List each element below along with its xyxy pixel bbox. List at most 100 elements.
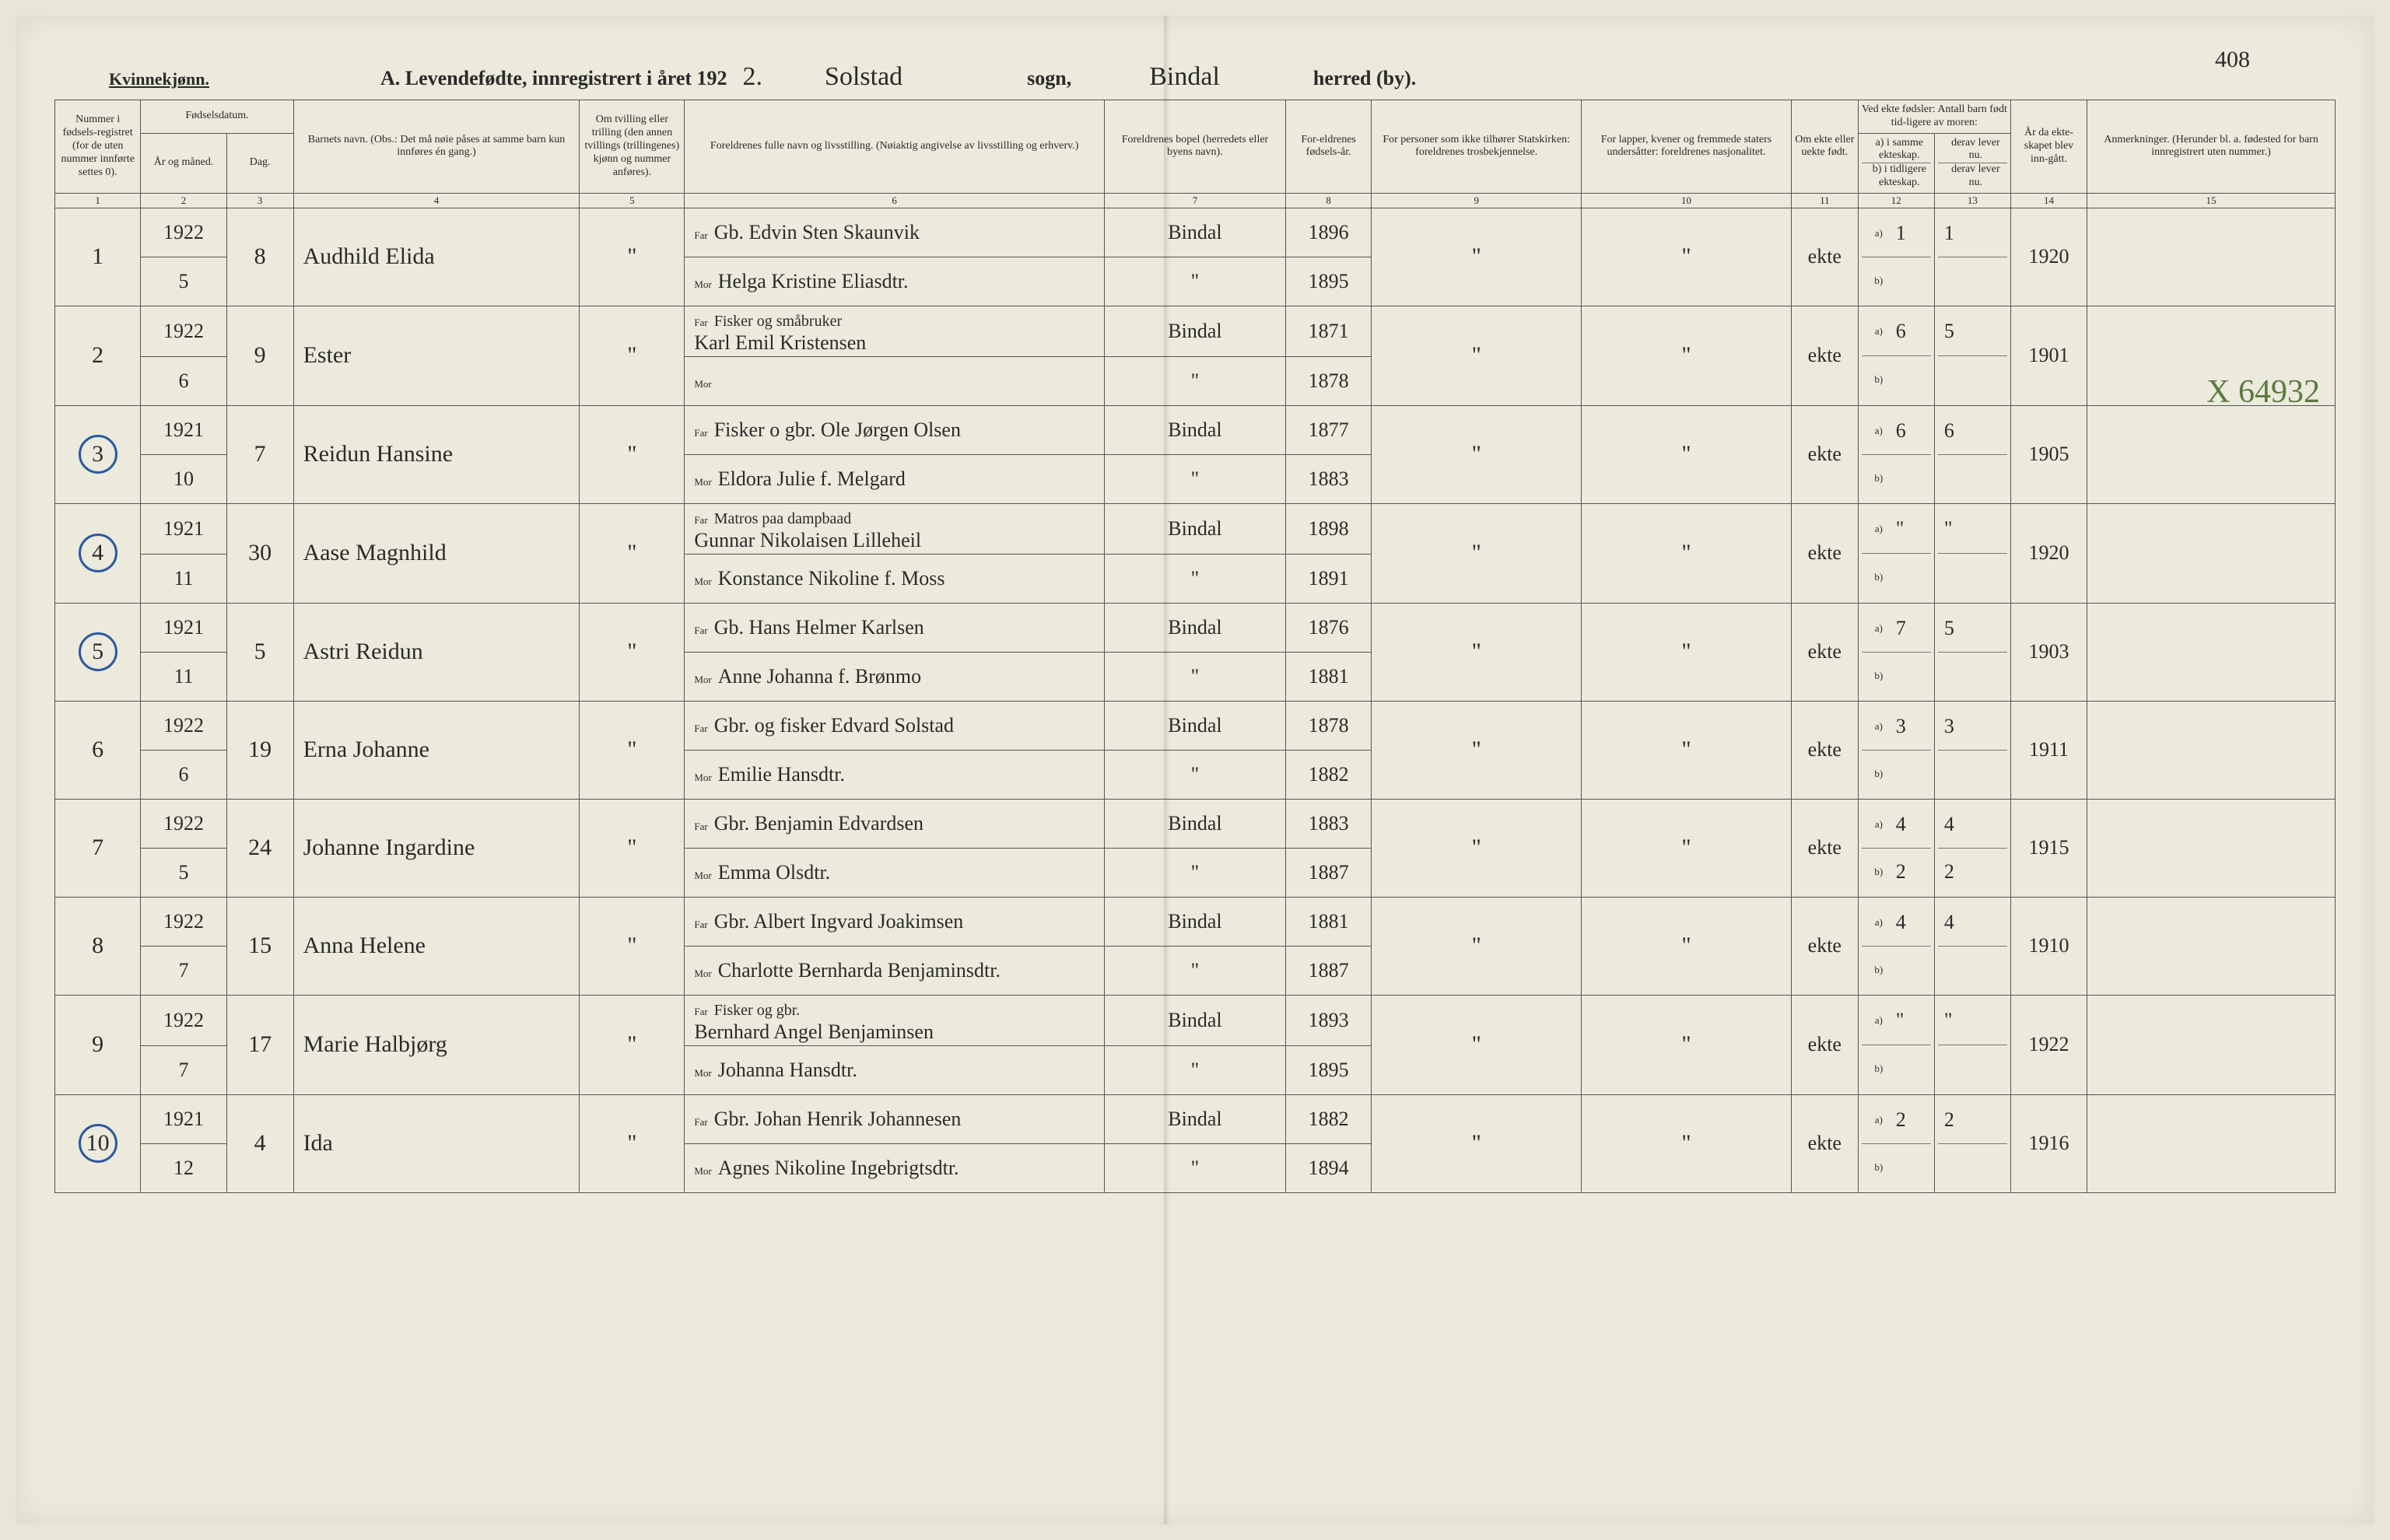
c13: 42 [1934,799,2010,897]
c11: ekte [1791,405,1858,503]
faar-far: 1881 [1285,897,1371,946]
mor-cell: MorEldora Julie f. Melgard [685,454,1105,503]
year-bot: 7 [141,946,226,995]
col-2b-header: Dag. [226,133,293,193]
table-row: 7192224Johanne Ingardine"FarGbr. Benjami… [55,799,2336,848]
colnum: 8 [1285,193,1371,208]
page-spine [1164,16,1170,1524]
faar-mor: 1891 [1285,554,1371,603]
c10: " [1582,701,1792,799]
bopel-mor: " [1104,1143,1285,1192]
table-body: 119228Audhild Elida"FarGb. Edvin Sten Sk… [55,208,2336,1192]
c9: " [1372,405,1582,503]
c15 [2087,405,2336,503]
year-top: 1921 [141,503,226,554]
bopel-far: Bindal [1104,799,1285,848]
year-bot: 10 [141,454,226,503]
bopel-mor: " [1104,946,1285,995]
sogn-label: sogn, [1027,67,1071,90]
col-12a-header: a) i samme ekteskap. b) i tidligere ekte… [1858,133,1934,193]
col-13-header: derav lever nu. derav lever nu. [1934,133,2010,193]
faar-mor: 1881 [1285,652,1371,701]
faar-mor: 1887 [1285,946,1371,995]
year-top: 1921 [141,603,226,652]
row-number: 5 [55,603,141,701]
c15 [2087,503,2336,603]
c13: 2 [1934,1094,2010,1192]
table-row: 6192219Erna Johanne"FarGbr. og fisker Ed… [55,701,2336,750]
year-bot: 6 [141,750,226,799]
c12: a)"b) [1858,995,1934,1094]
c15 [2087,208,2336,306]
bopel-far: Bindal [1104,1094,1285,1143]
c10: " [1582,208,1792,306]
colnum: 1 [55,193,141,208]
colnum: 10 [1582,193,1792,208]
faar-far: 1893 [1285,995,1371,1045]
col-2-top-header: Fødselsdatum. [141,100,293,134]
c10: " [1582,503,1792,603]
bopel-far: Bindal [1104,701,1285,750]
c9: " [1372,799,1582,897]
year-top: 1922 [141,208,226,257]
child-name: Marie Halbjørg [293,995,580,1094]
twin: " [580,603,685,701]
register-table: Nummer i fødsels-registret (for de uten … [54,100,2336,1193]
colnum: 14 [2010,193,2087,208]
table-row: 319217Reidun Hansine"FarFisker o gbr. Ol… [55,405,2336,454]
twin: " [580,503,685,603]
col-11-header: Om ekte eller uekte født. [1791,100,1858,194]
far-cell: FarGbr. Albert Ingvard Joakimsen [685,897,1105,946]
child-name: Anna Helene [293,897,580,995]
twin: " [580,1094,685,1192]
c9: " [1372,603,1582,701]
c11: ekte [1791,995,1858,1094]
title-prefix: A. Levendefødte, innregistrert i året 19… [380,67,727,90]
c12: a)3b) [1858,701,1934,799]
col-5-header: Om tvilling eller trilling (den annen tv… [580,100,685,194]
colnum: 7 [1104,193,1285,208]
mor-cell: MorKonstance Nikoline f. Moss [685,554,1105,603]
page-number: 408 [2215,47,2250,73]
c15 [2087,701,2336,799]
faar-mor: 1882 [1285,750,1371,799]
bopel-far: Bindal [1104,306,1285,356]
c15 [2087,1094,2336,1192]
c12: a)6b) [1858,405,1934,503]
day: 17 [226,995,293,1094]
c12: a)1b) [1858,208,1934,306]
title-year-suffix: 2. [743,62,763,92]
faar-mor: 1878 [1285,356,1371,405]
c9: " [1372,701,1582,799]
far-cell: FarFisker og småbrukerKarl Emil Kristens… [685,306,1105,356]
herred-value: Bindal [1149,62,1220,92]
day: 9 [226,306,293,405]
year-top: 1922 [141,897,226,946]
bopel-mor: " [1104,454,1285,503]
twin: " [580,208,685,306]
far-cell: FarGbr. og fisker Edvard Solstad [685,701,1105,750]
c10: " [1582,799,1792,897]
register-page: 408 Kvinnekjønn. A. Levendefødte, innreg… [16,16,2374,1524]
faar-far: 1882 [1285,1094,1371,1143]
twin: " [580,306,685,405]
far-cell: FarFisker o gbr. Ole Jørgen Olsen [685,405,1105,454]
faar-mor: 1883 [1285,454,1371,503]
mor-cell: Mor [685,356,1105,405]
page-header: Kvinnekjønn. A. Levendefødte, innregistr… [16,16,2374,100]
c15 [2087,799,2336,897]
bopel-mor: " [1104,848,1285,897]
table-row: 519215Astri Reidun"FarGb. Hans Helmer Ka… [55,603,2336,652]
table-row: 8192215Anna Helene"FarGbr. Albert Ingvar… [55,897,2336,946]
far-cell: FarMatros paa dampbaadGunnar Nikolaisen … [685,503,1105,554]
faar-far: 1877 [1285,405,1371,454]
c11: ekte [1791,603,1858,701]
c14: 1901 [2010,306,2087,405]
c13: 1 [1934,208,2010,306]
c14: 1911 [2010,701,2087,799]
row-number: 10 [55,1094,141,1192]
col-2a-header: År og måned. [141,133,226,193]
year-top: 1922 [141,995,226,1045]
twin: " [580,701,685,799]
c13: 3 [1934,701,2010,799]
